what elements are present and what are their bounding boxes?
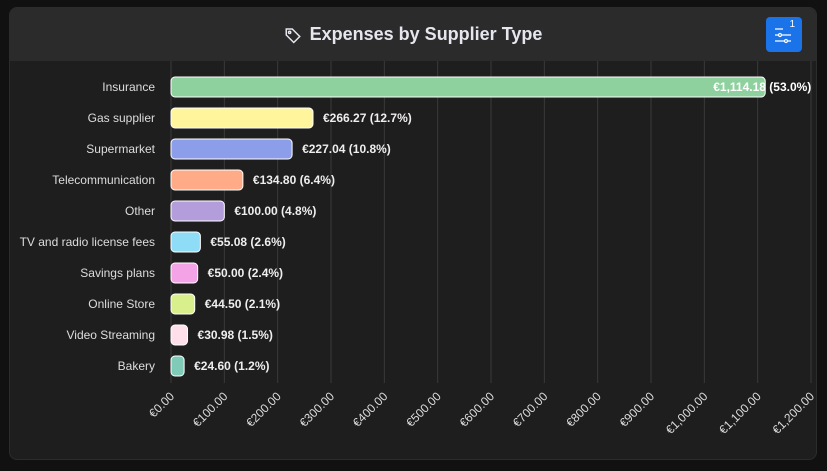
- card-header: Expenses by Supplier Type 1: [10, 8, 816, 61]
- x-tick-label: €500.00: [403, 389, 444, 430]
- bar: [170, 231, 201, 253]
- data-label: €1,114.18 (53.0%): [713, 80, 811, 94]
- category-label: Telecommunication: [52, 173, 155, 187]
- tag-icon: [285, 27, 301, 44]
- category-label: Online Store: [88, 297, 155, 311]
- x-tick-label: €100.00: [190, 389, 231, 430]
- data-label: €134.80 (6.4%): [253, 173, 335, 187]
- data-label: €266.27 (12.7%): [323, 111, 412, 125]
- bar-chart: €0.00 €100.00 €200.00 €300.00 €400.00 €500.00…: [20, 61, 817, 437]
- bar: [170, 169, 244, 191]
- x-tick-label: €0.00: [146, 389, 177, 420]
- x-tick-label: €300.00: [297, 389, 338, 430]
- x-tick-label: €1,100.00: [716, 389, 764, 437]
- sliders-icon: [775, 28, 791, 44]
- data-label: €55.08 (2.6%): [210, 235, 285, 249]
- data-label: €50.00 (2.4%): [208, 266, 283, 280]
- bar: [170, 262, 199, 284]
- data-label: €24.60 (1.2%): [194, 359, 269, 373]
- category-label: Other: [125, 204, 155, 218]
- category-label: Insurance: [102, 80, 155, 94]
- bar: [170, 293, 196, 315]
- category-label: TV and radio license fees: [20, 235, 155, 249]
- x-tick-label: €600.00: [457, 389, 498, 430]
- x-tick-label: €400.00: [350, 389, 391, 430]
- chart-title: Expenses by Supplier Type: [284, 24, 543, 45]
- filter-count-badge: 1: [789, 19, 795, 30]
- x-tick-label: €900.00: [617, 389, 658, 430]
- data-label: €100.00 (4.8%): [234, 204, 316, 218]
- bar: [170, 324, 189, 346]
- category-label: Supermarket: [86, 142, 155, 156]
- category-label: Video Streaming: [67, 328, 156, 342]
- category-label: Bakery: [118, 359, 155, 373]
- category-label: Savings plans: [80, 266, 155, 280]
- x-tick-label: €700.00: [510, 389, 551, 430]
- chart-card: Expenses by Supplier Type 1 €0.00 €100.00…: [9, 7, 817, 460]
- category-label: Gas supplier: [88, 111, 155, 125]
- bar: [170, 138, 293, 160]
- x-tick-label: €800.00: [563, 389, 604, 430]
- bar: [170, 200, 225, 222]
- data-label: €30.98 (1.5%): [198, 328, 273, 342]
- bar: [170, 355, 185, 377]
- data-label: €227.04 (10.8%): [302, 142, 391, 156]
- data-label: €44.50 (2.1%): [205, 297, 280, 311]
- x-tick-label: €1,000.00: [663, 389, 711, 437]
- filter-button[interactable]: 1: [766, 17, 802, 52]
- chart-title-text: Expenses by Supplier Type: [309, 24, 543, 44]
- bar: [170, 107, 314, 129]
- x-tick-label: €1,200.00: [769, 389, 817, 437]
- x-tick-label: €200.00: [243, 389, 284, 430]
- bar: [170, 76, 766, 98]
